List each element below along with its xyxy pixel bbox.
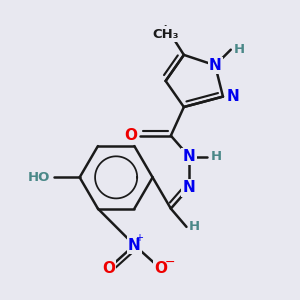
Text: −: − [164,256,175,268]
Text: +: + [135,233,143,243]
Text: CH₃: CH₃ [152,28,179,40]
Text: N: N [209,58,221,73]
Text: H: H [233,43,244,56]
Text: O: O [154,261,167,276]
Text: O: O [102,261,115,276]
Text: N: N [128,238,141,253]
Text: O: O [124,128,137,143]
Text: HO: HO [27,171,50,184]
Text: H: H [189,220,200,233]
Text: N: N [183,149,196,164]
Text: N: N [183,180,196,195]
Text: N: N [227,89,240,104]
Text: H: H [211,150,222,163]
